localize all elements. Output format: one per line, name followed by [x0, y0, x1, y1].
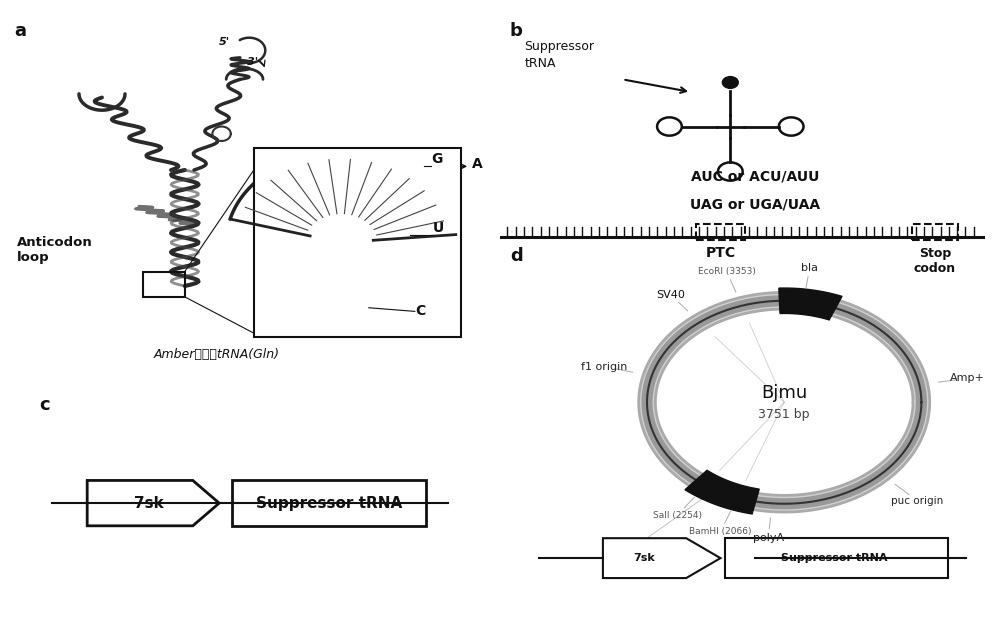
Text: b: b	[510, 22, 523, 40]
Bar	[912, 224, 958, 240]
Bar	[143, 271, 185, 297]
Bar	[725, 538, 948, 578]
Text: Suppressor: Suppressor	[524, 41, 594, 53]
Text: 3': 3'	[247, 57, 258, 67]
Text: c: c	[39, 396, 49, 414]
Text: a: a	[15, 22, 27, 40]
Circle shape	[722, 77, 738, 88]
Text: 3751 bp: 3751 bp	[758, 409, 810, 421]
Text: Bjmu: Bjmu	[761, 384, 807, 402]
Text: A: A	[472, 157, 483, 171]
Text: tRNA: tRNA	[524, 57, 556, 69]
Text: bla: bla	[801, 262, 818, 272]
Text: f1 origin: f1 origin	[581, 362, 628, 372]
Text: 7sk: 7sk	[634, 553, 655, 563]
Text: G: G	[431, 152, 442, 166]
Text: Suppressor tRNA: Suppressor tRNA	[256, 496, 402, 511]
Text: Anticodon
loop: Anticodon loop	[17, 236, 93, 264]
Text: PTC: PTC	[705, 246, 736, 260]
Text: EcoRI (3353): EcoRI (3353)	[698, 267, 756, 276]
Text: 7sk: 7sk	[134, 496, 164, 511]
Text: d: d	[510, 247, 523, 265]
Text: U: U	[433, 221, 444, 234]
Text: BamHI (2066): BamHI (2066)	[689, 528, 752, 536]
Polygon shape	[685, 470, 759, 514]
Text: polyA: polyA	[753, 532, 784, 542]
Bar	[254, 148, 461, 337]
Text: 5': 5'	[219, 37, 230, 47]
Text: SV40: SV40	[657, 290, 686, 300]
Text: SalI (2254): SalI (2254)	[653, 511, 702, 519]
Text: C: C	[415, 304, 425, 318]
Text: Suppressor tRNA: Suppressor tRNA	[781, 553, 887, 563]
Text: AUC or ACU/AUU: AUC or ACU/AUU	[691, 170, 819, 184]
Text: codon: codon	[914, 261, 956, 274]
Text: UAG or UGA/UAA: UAG or UGA/UAA	[690, 197, 820, 211]
Text: Stop: Stop	[919, 247, 951, 260]
Bar	[232, 481, 426, 526]
Text: puc origin: puc origin	[891, 496, 944, 506]
Text: Amp+: Amp+	[950, 373, 985, 383]
Bar	[696, 224, 745, 240]
Text: Amber抑制性tRNA(Gln): Amber抑制性tRNA(Gln)	[154, 349, 280, 361]
Polygon shape	[779, 288, 842, 320]
